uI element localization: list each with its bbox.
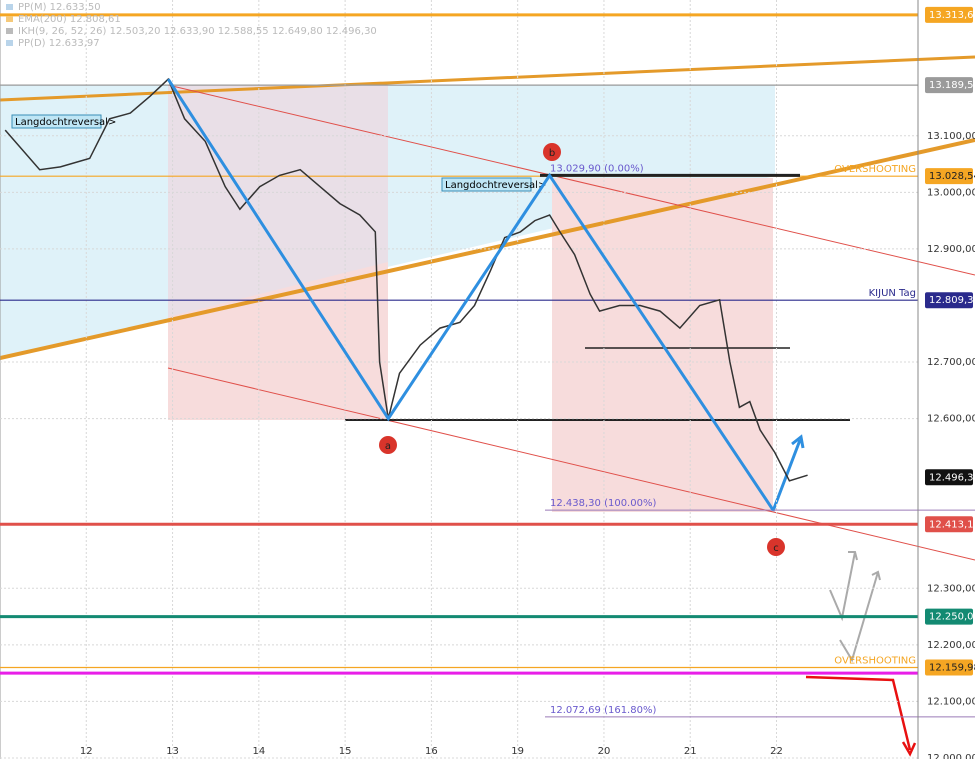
legend-swatch bbox=[6, 4, 13, 10]
level-label: 12.413,12 bbox=[929, 519, 975, 530]
x-tick-label: 15 bbox=[339, 746, 352, 757]
scenario-arrow bbox=[805, 675, 917, 757]
y-tick-label: 13.100,00 bbox=[927, 131, 975, 142]
projection-arrow bbox=[771, 434, 805, 512]
level-label: 13.028,54 bbox=[929, 171, 975, 182]
signal-label: Langdochtreversal> bbox=[445, 180, 546, 191]
level-label: 12.250,00 bbox=[929, 612, 975, 623]
wave-label: a bbox=[385, 441, 391, 452]
wave-label: c bbox=[773, 543, 779, 554]
level-tag bbox=[925, 168, 973, 185]
zone bbox=[168, 262, 388, 420]
x-tick-label: 19 bbox=[511, 746, 524, 757]
legend-swatch bbox=[6, 16, 13, 22]
level-label: 13.313,65 bbox=[929, 10, 975, 21]
y-tick-label: 12.200,00 bbox=[927, 640, 975, 651]
level-tag bbox=[925, 292, 973, 309]
x-tick-label: 20 bbox=[598, 746, 611, 757]
level-label: 12.496,30 bbox=[929, 472, 975, 483]
channel-line bbox=[167, 367, 975, 561]
x-tick-label: 12 bbox=[80, 746, 93, 757]
level-tag bbox=[925, 659, 973, 676]
level-label: 12.159,98 bbox=[929, 663, 975, 674]
legend-swatch bbox=[6, 28, 13, 34]
wave-line bbox=[166, 78, 775, 511]
level-note: OVERSHOOTING bbox=[834, 656, 916, 667]
trendline bbox=[0, 55, 975, 102]
wave-marker bbox=[379, 436, 397, 454]
legend-text: PP(M) 12.633,50 bbox=[18, 2, 101, 13]
legend-text: PP(D) 12.633,97 bbox=[18, 38, 100, 49]
level-tag bbox=[925, 516, 973, 533]
fib-label: 12.072,69 (161.80%) bbox=[550, 705, 656, 716]
y-tick-label: 12.000,00 bbox=[927, 753, 975, 759]
channel-line bbox=[167, 84, 975, 276]
y-tick-label: 12.700,00 bbox=[927, 357, 975, 368]
legend-swatch bbox=[6, 40, 13, 46]
level-note: KIJUN Tag bbox=[869, 288, 916, 299]
y-tick-label: 12.300,00 bbox=[927, 583, 975, 594]
x-tick-label: 16 bbox=[425, 746, 438, 757]
signal-label: Langdochtreversal> bbox=[15, 117, 116, 128]
level-tag bbox=[925, 469, 973, 486]
fib-label: 13.029,90 (0.00%) bbox=[550, 163, 644, 174]
level-tag bbox=[925, 77, 973, 94]
y-tick-label: 12.900,00 bbox=[927, 244, 975, 255]
fib-label: 12.438,30 (100.00%) bbox=[550, 498, 656, 509]
level-note: OVERSHOOTING bbox=[834, 164, 916, 175]
wave-label: b bbox=[549, 148, 555, 159]
x-tick-label: 13 bbox=[166, 746, 179, 757]
level-tag bbox=[925, 6, 973, 23]
x-tick-label: 22 bbox=[770, 746, 783, 757]
x-tick-label: 21 bbox=[684, 746, 697, 757]
level-tag bbox=[925, 608, 973, 625]
y-tick-label: 12.100,00 bbox=[927, 696, 975, 707]
scenario-arrow bbox=[829, 551, 881, 663]
level-label: 13.189,50 bbox=[929, 80, 975, 91]
y-tick-label: 12.600,00 bbox=[927, 414, 975, 425]
legend-text: IKH(9, 26, 52, 26) 12.503,20 12.633,90 1… bbox=[18, 26, 377, 37]
y-tick-label: 13.000,00 bbox=[927, 187, 975, 198]
x-tick-label: 14 bbox=[252, 746, 265, 757]
signal-box bbox=[441, 177, 532, 192]
legend-text: EMA(200) 12.808,61 bbox=[18, 14, 121, 25]
wave-marker bbox=[767, 538, 785, 556]
level-label: 12.809,30 bbox=[929, 295, 975, 306]
signal-box bbox=[11, 114, 102, 129]
wave-marker bbox=[543, 143, 561, 161]
